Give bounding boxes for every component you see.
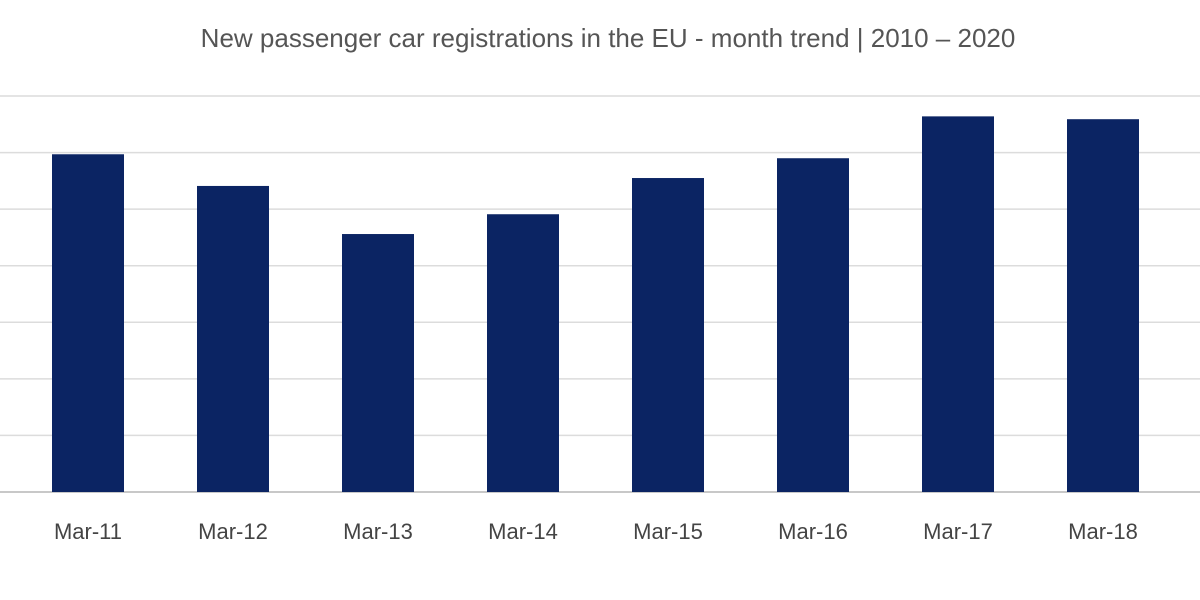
bar — [342, 234, 414, 492]
x-tick-label: Mar-18 — [1068, 519, 1138, 544]
bar — [1067, 119, 1139, 493]
x-tick-label: Mar-15 — [633, 519, 703, 544]
x-tick-label: Mar-14 — [488, 519, 558, 544]
bar — [197, 185, 269, 492]
bar — [632, 178, 704, 492]
bar — [777, 158, 849, 492]
chart-title: New passenger car registrations in the E… — [201, 23, 1016, 53]
bar — [52, 154, 124, 493]
bar — [922, 116, 994, 492]
bar — [487, 214, 559, 492]
x-tick-label: Mar-12 — [198, 519, 268, 544]
x-tick-label: Mar-11 — [54, 519, 122, 544]
x-tick-label: Mar-17 — [923, 519, 993, 544]
x-tick-label: Mar-16 — [778, 519, 848, 544]
x-tick-label: Mar-13 — [343, 519, 413, 544]
